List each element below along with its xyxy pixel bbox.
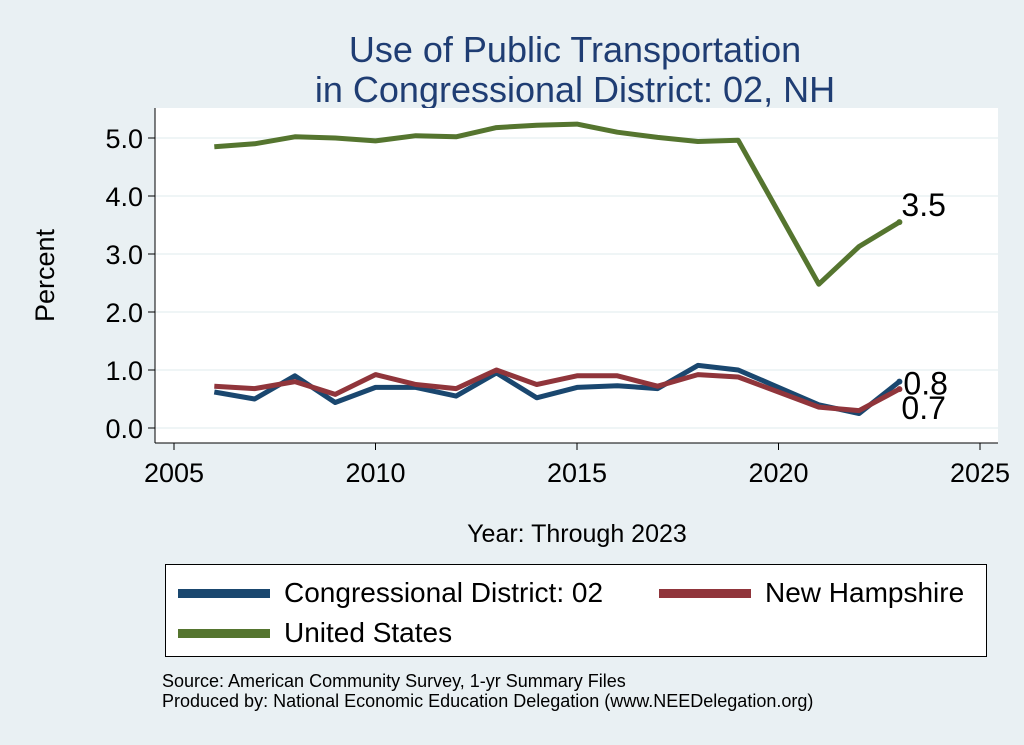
x-tick-label: 2020 — [748, 458, 808, 488]
y-tick-label: 1.0 — [105, 356, 143, 386]
series-line-united-states — [214, 121, 901, 287]
legend-item-united-states: United States — [178, 617, 452, 649]
chart-title: Use of Public Transportation in Congress… — [0, 30, 1024, 110]
legend-item-district: Congressional District: 02 — [178, 577, 603, 609]
series-line-congressional-district-02 — [213, 362, 901, 416]
series-line-new-hampshire — [214, 367, 901, 414]
produced-by-line: Produced by: National Economic Education… — [162, 691, 814, 711]
y-tick-label: 2.0 — [105, 298, 143, 328]
series-end-point — [896, 219, 903, 226]
x-axis-label: Year: Through 2023 — [467, 520, 687, 548]
y-tick-label: 4.0 — [105, 182, 143, 212]
x-tick-label: 2025 — [950, 458, 1010, 488]
y-tick-label: 3.0 — [105, 240, 143, 270]
legend-label-united-states: United States — [284, 617, 453, 648]
x-tick-label: 2010 — [345, 458, 405, 488]
end-value-label: 3.5 — [901, 187, 945, 223]
chart-title-line-1: Use of Public Transportation — [348, 29, 802, 70]
series-end-point — [896, 378, 903, 385]
source-line: Source: American Community Survey, 1-yr … — [162, 671, 626, 691]
legend-label-district: Congressional District: 02 — [284, 577, 604, 608]
legend-swatch-united-states — [178, 628, 270, 638]
series-end-point — [896, 386, 903, 393]
plot-area — [155, 108, 998, 443]
legend-item-new-hampshire: New Hampshire — [659, 577, 964, 609]
legend-label-new-hampshire: New Hampshire — [765, 577, 965, 608]
end-value-label: 0.7 — [901, 390, 945, 426]
y-tick-label: 0.0 — [105, 414, 143, 444]
end-value-label: 0.8 — [903, 366, 947, 402]
x-tick-label: 2005 — [144, 458, 204, 488]
chart-title-line-2: in Congressional District: 02, NH — [314, 69, 836, 110]
source-note: Source: American Community Survey, 1-yr … — [162, 671, 813, 711]
y-tick-label: 5.0 — [105, 124, 143, 154]
legend-swatch-district — [178, 588, 270, 598]
x-tick-label: 2015 — [547, 458, 607, 488]
chart-legend: Congressional District: 02 New Hampshire… — [165, 564, 987, 657]
legend-swatch-new-hampshire — [659, 588, 751, 598]
y-axis-label: Percent — [30, 228, 60, 322]
